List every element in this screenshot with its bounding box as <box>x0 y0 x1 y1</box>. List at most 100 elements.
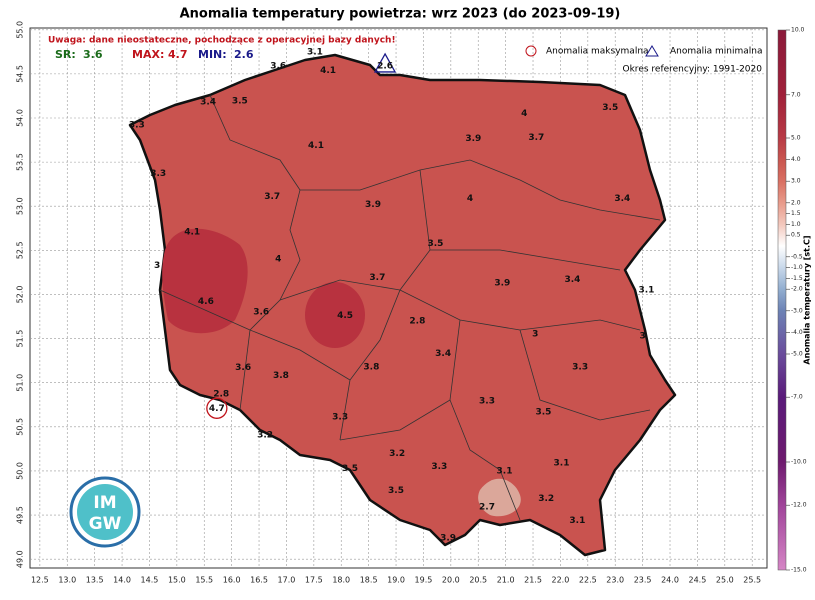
station-value: 3 <box>639 331 645 341</box>
y-tick-label: 50.0 <box>16 462 25 480</box>
x-tick-label: 23.5 <box>634 576 652 585</box>
x-tick-label: 24.5 <box>689 576 707 585</box>
colorbar-tick-label: 0.5 <box>791 232 801 239</box>
station-value: 2.8 <box>213 390 229 400</box>
y-tick-label: 54.0 <box>16 109 25 127</box>
x-tick-label: 18.0 <box>332 576 350 585</box>
colorbar-tick-label: 3.0 <box>791 178 801 185</box>
y-tick-label: 51.0 <box>16 374 25 392</box>
station-value: 4 <box>521 109 527 119</box>
summary-label: MIN: <box>198 48 227 61</box>
station-value: 3.5 <box>342 464 358 474</box>
station-value: 3.3 <box>572 362 588 372</box>
station-value: 3.8 <box>363 362 379 372</box>
summary-value: 3.6 <box>83 48 103 61</box>
station-value: 3.1 <box>497 466 513 476</box>
colorbar-tick-label: -1.5 <box>791 275 803 282</box>
colorbar-tick-label: 2.0 <box>791 199 801 206</box>
station-value: 3.3 <box>332 413 348 423</box>
warm-area <box>162 228 248 334</box>
title: Anomalia temperatury powietrza: wrz 2023… <box>180 7 621 22</box>
station-value: 4.7 <box>209 404 225 414</box>
colorbar-tick-label: -15.0 <box>791 567 807 574</box>
station-value: 2.6 <box>377 61 393 71</box>
station-value: 4 <box>275 255 281 265</box>
station-value: 4.1 <box>320 66 336 76</box>
x-tick-label: 25.5 <box>743 576 761 585</box>
x-tick-label: 14.0 <box>113 576 131 585</box>
summary-value: 4.7 <box>168 48 188 61</box>
x-tick-label: 24.0 <box>661 576 679 585</box>
station-value: 3.7 <box>528 133 544 143</box>
x-tick-label: 20.5 <box>469 576 487 585</box>
x-tick-label: 16.5 <box>250 576 268 585</box>
colorbar-tick-label: -3.0 <box>791 307 803 314</box>
station-value: 3.4 <box>614 194 630 204</box>
station-value: 3.9 <box>494 279 510 289</box>
x-tick-label: 22.0 <box>552 576 570 585</box>
logo-text: IM <box>93 493 116 513</box>
colorbar-tick-label: -1.0 <box>791 264 803 271</box>
logo-text: GW <box>89 514 122 534</box>
legend-max-marker <box>525 45 537 57</box>
station-value: 3.9 <box>465 134 481 144</box>
colorbar-tick-label: 5.0 <box>791 135 801 142</box>
colorbar-tick-label: 1.5 <box>791 210 801 217</box>
y-tick-label: 54.5 <box>16 65 25 83</box>
station-value: 3.4 <box>435 349 451 359</box>
station-value: 3.1 <box>638 286 654 296</box>
station-value: 3.7 <box>264 192 280 202</box>
x-tick-label: 15.5 <box>195 576 213 585</box>
x-tick-label: 20.0 <box>442 576 460 585</box>
station-value: 3.1 <box>569 516 585 526</box>
x-tick-label: 21.5 <box>524 576 542 585</box>
reference: Okres referencyjny: 1991-2020 <box>623 65 763 75</box>
station-value: 3.5 <box>535 407 551 417</box>
x-tick-label: 16.0 <box>223 576 241 585</box>
y-tick-label: 49.0 <box>16 550 25 568</box>
station-value: 3.8 <box>273 371 289 381</box>
station-value: 3.6 <box>235 363 251 373</box>
station-value: 3.1 <box>307 47 323 57</box>
station-value: 3.5 <box>602 103 618 113</box>
station-value: 3 <box>154 261 160 271</box>
y-tick-label: 51.5 <box>16 330 25 348</box>
colorbar-tick-label: -10.0 <box>791 459 807 466</box>
station-value: 2.8 <box>409 316 425 326</box>
x-tick-label: 12.5 <box>31 576 49 585</box>
x-tick-label: 25.0 <box>716 576 734 585</box>
y-tick-label: 52.0 <box>16 286 25 304</box>
colorbar-tick-label: -0.5 <box>791 253 803 260</box>
station-value: 3.6 <box>253 308 269 318</box>
station-value: 3.4 <box>200 98 216 108</box>
x-tick-label: 13.5 <box>86 576 104 585</box>
summary-label: SR: <box>55 48 76 61</box>
station-value: 3.9 <box>440 534 456 544</box>
station-value: 3.3 <box>431 462 447 472</box>
summary-label: MAX: <box>132 48 164 61</box>
station-value: 2.7 <box>479 503 495 513</box>
station-value: 3.5 <box>428 239 444 249</box>
station-value: 4.6 <box>198 297 214 307</box>
region-borders <box>159 94 661 521</box>
station-value: 3.2 <box>389 449 405 459</box>
y-tick-label: 49.5 <box>16 506 25 524</box>
y-tick-label: 52.5 <box>16 241 25 259</box>
station-value: 4.1 <box>184 227 200 237</box>
min-marker <box>373 52 397 73</box>
x-tick-label: 18.5 <box>360 576 378 585</box>
legend-entry: Anomalia maksymalna <box>546 47 649 57</box>
colorbar-tick-label: -4.0 <box>791 329 803 336</box>
y-tick-label: 55.0 <box>16 21 25 39</box>
legend-min-marker <box>645 45 659 57</box>
colorbar-tick-label: 10.0 <box>791 27 805 34</box>
colorbar-label: Anomalia temperatury [st.C] <box>803 235 812 364</box>
colorbar-tick-label: 1.0 <box>791 221 801 228</box>
station-value: 3.9 <box>365 200 381 210</box>
station-value: 3.2 <box>257 430 273 440</box>
station-value: 3.6 <box>270 61 286 71</box>
station-value: 3.7 <box>369 273 385 283</box>
colorbar-tick-label: -12.0 <box>791 502 807 509</box>
warning: Uwaga: dane nieostateczne, pochodzące z … <box>48 36 396 46</box>
